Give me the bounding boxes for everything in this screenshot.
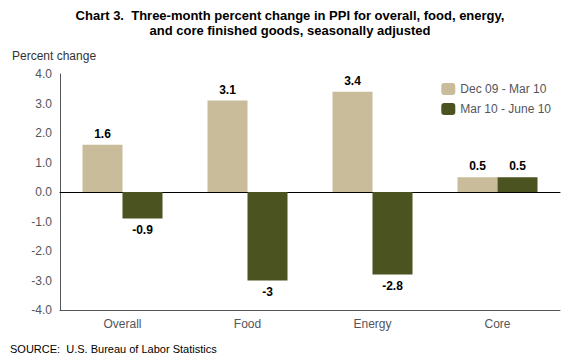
svg-text:Mar 10 - June 10: Mar 10 - June 10 bbox=[460, 102, 551, 116]
svg-text:0.5: 0.5 bbox=[509, 159, 526, 173]
svg-text:Dec 09 - Mar 10: Dec 09 - Mar 10 bbox=[460, 82, 546, 96]
svg-text:-2.0: -2.0 bbox=[31, 244, 52, 258]
svg-text:0.5: 0.5 bbox=[469, 159, 486, 173]
svg-text:Food: Food bbox=[234, 317, 261, 331]
svg-text:3.4: 3.4 bbox=[344, 74, 361, 88]
svg-text:2.0: 2.0 bbox=[35, 126, 52, 140]
svg-text:-1.0: -1.0 bbox=[31, 215, 52, 229]
svg-text:-4.0: -4.0 bbox=[31, 303, 52, 317]
svg-text:SOURCE: U.S. Bureau of Labor: SOURCE: U.S. Bureau of Labor Statistics bbox=[10, 343, 217, 355]
svg-text:3.0: 3.0 bbox=[35, 97, 52, 111]
svg-text:Chart 3. Three-month percent: Chart 3. Three-month percent change in P… bbox=[76, 8, 505, 23]
svg-text:0.0: 0.0 bbox=[35, 185, 52, 199]
svg-text:-3: -3 bbox=[262, 285, 273, 299]
svg-text:Overall: Overall bbox=[103, 317, 141, 331]
svg-text:Energy: Energy bbox=[353, 317, 391, 331]
svg-text:and core finished goods, seaso: and core finished goods, seasonally adju… bbox=[149, 23, 430, 38]
svg-text:-3.0: -3.0 bbox=[31, 274, 52, 288]
svg-text:1.6: 1.6 bbox=[94, 127, 111, 141]
svg-text:-0.9: -0.9 bbox=[132, 223, 153, 237]
svg-text:-2.8: -2.8 bbox=[382, 279, 403, 293]
svg-text:3.1: 3.1 bbox=[219, 83, 236, 97]
svg-text:Core: Core bbox=[484, 317, 510, 331]
svg-text:Percent change: Percent change bbox=[12, 49, 96, 63]
svg-text:1.0: 1.0 bbox=[35, 156, 52, 170]
svg-text:4.0: 4.0 bbox=[35, 67, 52, 81]
